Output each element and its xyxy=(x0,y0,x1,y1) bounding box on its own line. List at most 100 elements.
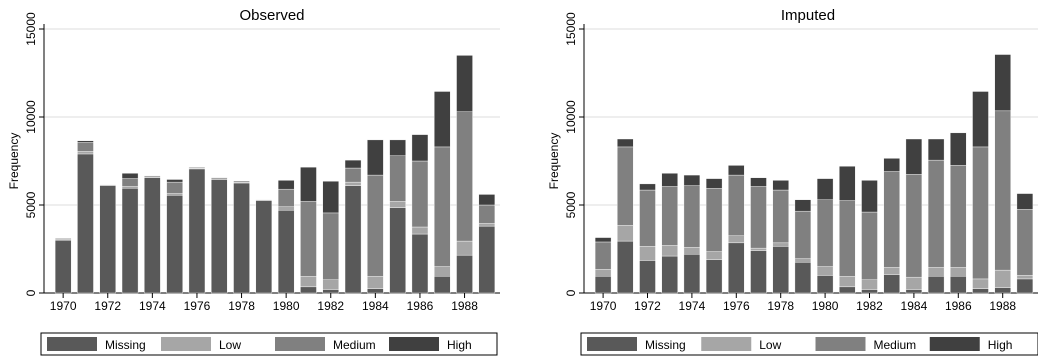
bar-missing xyxy=(883,274,900,294)
bar-low xyxy=(972,278,989,289)
legend-swatch-missing xyxy=(47,337,97,351)
bar-low xyxy=(683,247,701,255)
bar-high xyxy=(434,91,451,148)
bar-medium xyxy=(683,185,701,248)
bar-missing xyxy=(927,276,945,294)
bar-medium xyxy=(816,199,834,267)
legend-swatch-medium xyxy=(275,337,325,351)
bar-missing xyxy=(255,200,273,294)
bar-high xyxy=(794,199,812,212)
bar-high xyxy=(300,166,317,202)
x-tick-label: 1976 xyxy=(723,299,750,313)
bar-missing xyxy=(661,255,678,294)
bar-missing xyxy=(794,262,812,294)
x-tick-label: 1988 xyxy=(451,299,478,313)
bar-high xyxy=(121,173,139,179)
bar-high xyxy=(166,179,183,183)
bar-low xyxy=(344,181,362,186)
x-tick-label: 1970 xyxy=(590,299,617,313)
legend-swatch-missing xyxy=(587,337,637,351)
y-tick-label: 5000 xyxy=(564,191,578,218)
bar-low xyxy=(728,235,745,244)
chart-observed: Observed Frequency 0 5000 10000 15000 1970 1972… xyxy=(7,7,500,356)
bar-missing xyxy=(772,246,789,294)
bar-missing xyxy=(594,276,612,294)
bar-low xyxy=(617,225,634,242)
bar-high xyxy=(728,165,745,176)
bar-medium xyxy=(750,186,767,249)
x-tick-label: 1982 xyxy=(856,299,883,313)
bar-medium xyxy=(994,110,1011,271)
bar-medium xyxy=(639,189,656,247)
bar-missing xyxy=(188,168,206,294)
bar-missing xyxy=(367,288,384,294)
bar-missing xyxy=(389,207,406,294)
bar-high xyxy=(77,140,94,143)
bar-medium xyxy=(121,178,139,187)
bar-high xyxy=(972,91,989,148)
bar-low xyxy=(77,151,94,155)
x-tick-label: 1970 xyxy=(50,299,77,313)
bar-low xyxy=(99,184,116,186)
bar-low xyxy=(661,245,678,257)
bar-medium xyxy=(300,201,317,277)
bar-missing xyxy=(1016,278,1034,294)
bar-high xyxy=(1016,193,1034,210)
bar-medium xyxy=(434,146,451,267)
bar-medium xyxy=(728,174,745,237)
bar-missing xyxy=(277,210,295,294)
x-tick-label: 1974 xyxy=(679,299,706,313)
bar-medium xyxy=(839,200,856,277)
bar-missing xyxy=(617,240,634,294)
legend-label-high: High xyxy=(988,338,1013,352)
legend-label-missing: Missing xyxy=(645,338,686,352)
bar-medium xyxy=(344,167,362,183)
bar-missing xyxy=(99,185,116,294)
bar-high xyxy=(277,180,295,190)
bar-missing xyxy=(54,239,72,294)
x-tick-label: 1986 xyxy=(945,299,972,313)
bar-low xyxy=(478,223,496,227)
x-tick-label: 1972 xyxy=(634,299,661,313)
bar-medium xyxy=(188,166,206,169)
bar-missing xyxy=(456,254,473,294)
y-tick-label: 10000 xyxy=(24,100,38,134)
bar-medium xyxy=(794,210,812,259)
bar-low xyxy=(861,279,878,290)
bar-missing xyxy=(411,233,429,294)
legend-swatch-low xyxy=(701,337,752,351)
bar-high xyxy=(211,177,228,179)
legend-label-medium: Medium xyxy=(333,338,376,352)
bar-medium xyxy=(456,111,473,242)
bar-low xyxy=(950,267,967,277)
bar-medium xyxy=(277,188,295,207)
bar-missing xyxy=(728,242,745,294)
bar-medium xyxy=(166,181,183,194)
bar-missing xyxy=(434,276,451,294)
bar-medium xyxy=(950,165,967,268)
bar-missing xyxy=(816,275,834,294)
bar-low xyxy=(794,258,812,263)
bar-high xyxy=(367,139,384,176)
bar-high xyxy=(456,55,473,112)
bar-low xyxy=(750,247,767,251)
y-axis-label: Frequency xyxy=(547,133,561,190)
y-tick-label: 0 xyxy=(24,289,38,296)
bar-low xyxy=(389,201,406,208)
bar-low xyxy=(927,267,945,277)
bar-missing xyxy=(972,288,989,294)
bar-missing xyxy=(478,225,496,294)
bar-low xyxy=(594,269,612,277)
bar-medium xyxy=(478,204,496,224)
x-tick-label: 1976 xyxy=(184,299,211,313)
legend-swatch-high xyxy=(389,337,439,351)
bar-medium xyxy=(54,238,72,240)
bar-low xyxy=(300,276,317,288)
bar-low xyxy=(367,276,384,289)
bar-high xyxy=(883,158,900,172)
y-tick-label: 10000 xyxy=(564,100,578,134)
bar-high xyxy=(839,166,856,201)
bar-medium xyxy=(1016,209,1034,276)
y-tick-label: 5000 xyxy=(24,191,38,218)
